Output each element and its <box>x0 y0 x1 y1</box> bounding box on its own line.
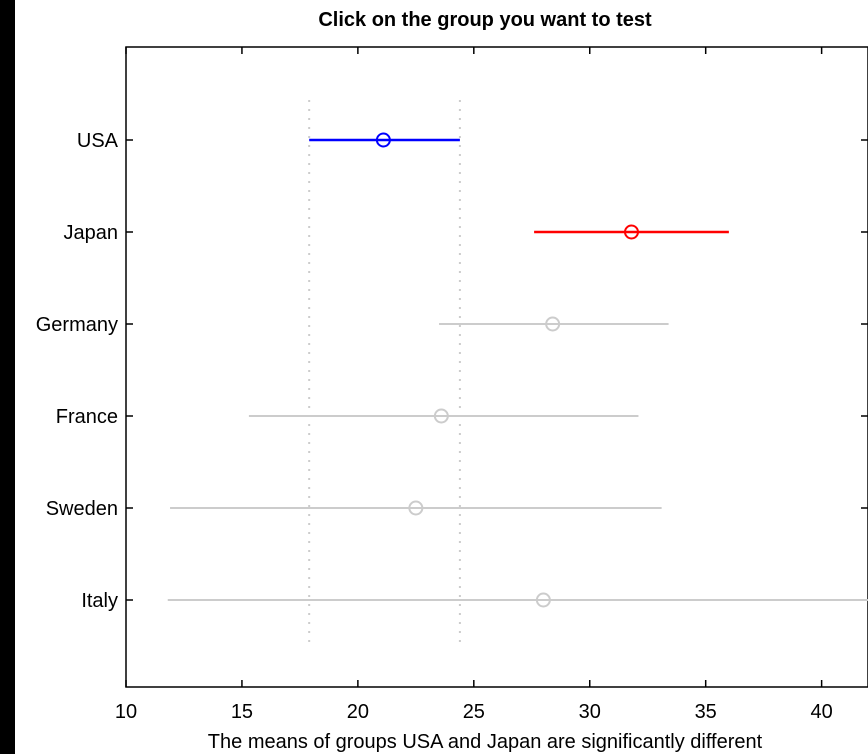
mean-marker[interactable] <box>623 224 639 240</box>
chart-title: Click on the group you want to test <box>318 9 652 31</box>
comparison-chart: Click on the group you want to test 10 15… <box>36 9 868 753</box>
x-tick-label: 10 <box>115 701 137 723</box>
mean-marker[interactable] <box>433 408 449 424</box>
y-tick-label-germany: Germany <box>36 314 118 336</box>
y-tick-label-france: France <box>56 406 118 428</box>
reference-lines <box>308 100 461 645</box>
y-tick-label-sweden: Sweden <box>46 498 118 520</box>
x-tick-label: 35 <box>695 701 717 723</box>
figure-window: Click on the group you want to test 10 15… <box>15 0 868 754</box>
mean-marker[interactable] <box>408 500 424 516</box>
mean-marker[interactable] <box>535 592 551 608</box>
axis-ticks: 10 15 20 25 30 35 40 USA Japan Germany France Swede… <box>36 47 868 723</box>
group-interval-usa[interactable] <box>309 132 460 148</box>
group-interval-japan[interactable] <box>534 224 729 240</box>
x-tick-label: 40 <box>811 701 833 723</box>
group-interval-sweden[interactable] <box>170 500 662 516</box>
y-tick-label-italy: Italy <box>81 590 118 612</box>
group-interval-france[interactable] <box>248 408 639 424</box>
y-tick-label-usa: USA <box>77 130 119 152</box>
plot-area[interactable] <box>125 46 868 688</box>
group-intervals <box>167 132 868 608</box>
x-tick-label: 15 <box>231 701 253 723</box>
x-tick-label: 25 <box>463 701 485 723</box>
group-interval-italy[interactable] <box>167 592 868 608</box>
x-axis-label: The means of groups USA and Japan are si… <box>208 731 763 753</box>
group-interval-germany[interactable] <box>439 316 669 332</box>
x-tick-label: 30 <box>579 701 601 723</box>
mean-marker[interactable] <box>375 132 391 148</box>
y-tick-label-japan: Japan <box>64 222 119 244</box>
x-tick-label: 20 <box>347 701 369 723</box>
mean-marker[interactable] <box>545 316 561 332</box>
